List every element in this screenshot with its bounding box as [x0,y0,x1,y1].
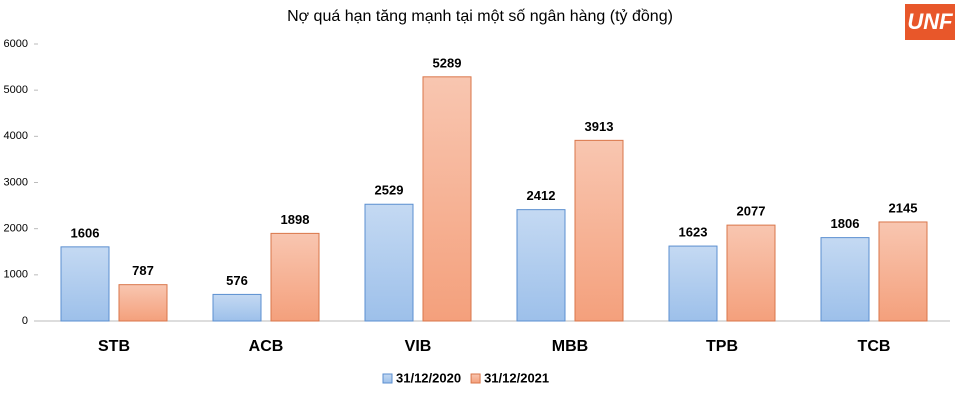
logo: UNF [907,9,953,34]
value-label: 787 [132,263,154,278]
legend-swatch [382,373,393,384]
bar [118,284,168,322]
value-label: 2412 [527,188,556,203]
value-label: 5289 [433,55,462,70]
value-label: 2145 [889,200,918,215]
bar [820,237,870,322]
value-label: 2077 [737,204,766,219]
bar [878,221,928,322]
y-tick-label: 2000 [4,223,28,235]
value-label: 576 [226,273,248,288]
x-tick-label: TPB [706,338,738,355]
y-tick-label: 4000 [4,130,28,142]
y-tick-label: 3000 [4,176,28,188]
legend-swatch [470,373,481,384]
bar [574,139,624,322]
value-label: 1623 [679,225,708,240]
bar [668,245,718,322]
value-label: 1806 [831,216,860,231]
logo-box [905,4,955,40]
x-tick-label: VIB [405,338,432,355]
y-tick-label: 6000 [4,38,28,50]
bar [364,203,414,322]
x-tick-label: ACB [249,338,284,355]
bar [270,232,320,322]
bar [422,76,472,322]
x-tick-label: TCB [858,338,891,355]
y-tick-label: 0 [22,315,28,327]
bar [60,246,110,322]
bar [212,293,262,322]
legend-label: 31/12/2020 [396,370,461,385]
value-label: 3913 [585,119,614,134]
x-tick-label: STB [98,338,130,355]
x-tick-label: MBB [552,338,588,355]
value-label: 1606 [71,225,100,240]
value-label: 2529 [375,183,404,198]
value-label: 1898 [281,212,310,227]
chart-title: Nợ quá hạn tăng mạnh tại một số ngân hàn… [287,8,673,25]
bar [516,209,566,322]
y-tick-label: 5000 [4,84,28,96]
legend-label: 31/12/2021 [484,370,549,385]
bar [726,224,776,322]
y-tick-label: 1000 [4,269,28,281]
